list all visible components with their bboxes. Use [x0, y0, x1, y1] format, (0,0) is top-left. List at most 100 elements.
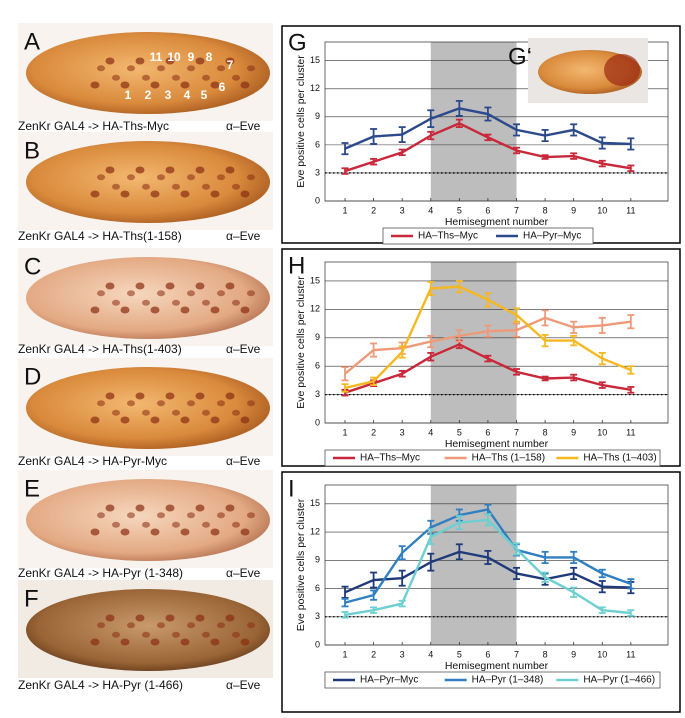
x-tick-label: 2: [371, 649, 376, 659]
embryo: [26, 589, 270, 671]
eve-spot: [240, 306, 250, 314]
y-tick-label: 3: [315, 389, 320, 399]
x-tick-label: 4: [428, 649, 433, 659]
error-bar: [513, 307, 521, 323]
eve-spot: [120, 416, 130, 424]
eve-spot: [172, 74, 180, 81]
eve-spot: [105, 392, 115, 400]
eve-spot: [232, 299, 240, 306]
eve-spot: [127, 622, 135, 629]
eve-spot: [202, 74, 210, 81]
error-bar: [398, 148, 406, 157]
error-bar: [598, 352, 606, 366]
eve-spot: [180, 81, 190, 89]
eve-spot: [120, 638, 130, 646]
x-tick-label: 6: [485, 427, 490, 437]
error-bar: [370, 376, 378, 387]
eve-spot: [225, 392, 235, 400]
error-bar: [370, 589, 378, 601]
error-bar: [398, 545, 406, 561]
x-axis-label: Hemisegment number: [445, 660, 549, 672]
error-bar: [427, 109, 435, 129]
error-bar: [570, 566, 578, 581]
error-bar: [627, 386, 635, 394]
embryo: [26, 367, 270, 449]
error-bar: [455, 515, 463, 531]
stain-label: α–Eve: [226, 454, 261, 468]
x-tick-label: 6: [485, 649, 490, 659]
error-bar: [341, 167, 349, 175]
eve-spot: [90, 528, 100, 536]
eve-spot: [142, 521, 150, 528]
y-tick-label: 9: [315, 555, 320, 565]
error-bar: [427, 528, 435, 546]
error-bar: [341, 142, 349, 156]
segment-label: 8: [206, 50, 213, 64]
eve-spot: [240, 528, 250, 536]
eve-spot: [172, 521, 180, 528]
eve-spot: [187, 400, 195, 407]
eve-spot: [165, 392, 175, 400]
error-bar: [398, 370, 406, 378]
x-tick-label: 8: [543, 205, 548, 215]
error-bar: [484, 292, 492, 308]
x-tick-label: 11: [626, 205, 635, 215]
eve-spot: [180, 416, 190, 424]
error-bar: [427, 334, 435, 349]
legend-label: HA–Ths (1–403): [583, 453, 656, 464]
legend-box: [382, 227, 594, 245]
eve-spot: [210, 306, 220, 314]
segment-label: 11: [150, 50, 163, 64]
x-tick-label: 8: [543, 427, 548, 437]
stain-label: α–Eve: [226, 566, 261, 580]
eve-spot: [127, 65, 135, 72]
error-bar: [370, 128, 378, 145]
shaded-region: [430, 262, 517, 423]
error-bar: [541, 571, 549, 583]
inset-stain: [604, 54, 640, 86]
stain-label: α–Eve: [226, 119, 261, 133]
eve-spot: [112, 409, 120, 416]
segment-label: 10: [167, 50, 181, 64]
eve-spot: [105, 614, 115, 622]
legend-label: HA–Pyr–Myc: [523, 231, 581, 242]
y-tick-label: 12: [310, 304, 320, 314]
error-bar: [427, 552, 435, 572]
error-bar: [370, 342, 378, 358]
error-bar: [341, 597, 349, 608]
error-bar: [427, 352, 435, 362]
eve-spot: [217, 400, 225, 407]
error-bar: [370, 158, 378, 166]
panel-caption: ZenKr GAL4 -> HA-Pyr (1-466): [18, 678, 183, 692]
eve-spot: [97, 290, 105, 297]
error-bar: [627, 314, 635, 330]
error-bar: [598, 606, 606, 614]
x-axis-label: Hemisegment number: [445, 216, 549, 228]
eve-spot: [225, 282, 235, 290]
eve-spot: [180, 190, 190, 198]
eve-spot: [225, 504, 235, 512]
segment-label: 2: [145, 88, 152, 102]
panel-caption: ZenKr GAL4 -> HA-Ths(1-403): [18, 342, 182, 356]
error-bar: [513, 566, 521, 581]
eve-spot: [90, 81, 100, 89]
error-bar: [627, 137, 635, 151]
error-bar: [427, 280, 435, 297]
eve-spot: [210, 638, 220, 646]
eve-spot: [165, 614, 175, 622]
eve-spot: [247, 65, 255, 72]
x-tick-label: 8: [543, 649, 548, 659]
error-bar: [541, 309, 549, 327]
error-bar: [570, 334, 578, 347]
y-tick-label: 0: [315, 195, 320, 205]
error-bar: [341, 383, 349, 393]
eve-spot: [165, 166, 175, 174]
eve-spot: [247, 622, 255, 629]
panel-label: E: [24, 475, 40, 502]
segment-label: 4: [184, 88, 191, 102]
legend-label: HA–Pyr–Myc: [360, 675, 418, 686]
eve-spot: [135, 504, 145, 512]
eve-spot: [120, 306, 130, 314]
eve-spot: [112, 183, 120, 190]
error-bar: [627, 164, 635, 172]
